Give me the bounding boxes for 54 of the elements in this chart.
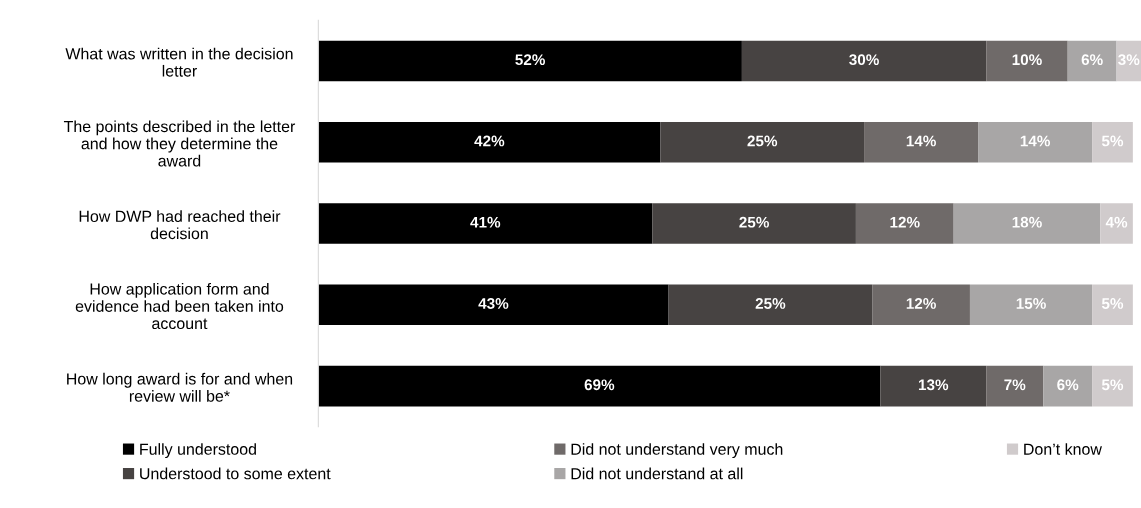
bar <box>953 203 1101 244</box>
legend-label: Did not understand at all <box>571 467 743 480</box>
data-label: 10% <box>1012 54 1042 66</box>
data-label: 15% <box>1016 298 1046 309</box>
y-tick-label: How DWP had reached their decision <box>79 210 281 240</box>
data-label: 12% <box>890 216 920 228</box>
data-label: 42% <box>474 135 505 147</box>
y-tick-label: The points described in the letter and how they determine the award <box>63 120 296 167</box>
bar <box>652 203 856 244</box>
data-label: 25% <box>747 135 778 147</box>
bar <box>1100 203 1133 244</box>
bar <box>872 284 970 326</box>
bar <box>318 203 653 244</box>
bar <box>986 40 1068 82</box>
bar <box>864 121 979 163</box>
bar <box>668 284 873 326</box>
bar <box>741 40 987 82</box>
data-label: 41% <box>470 216 501 228</box>
bar <box>1092 121 1133 163</box>
data-label: 6% <box>1057 379 1079 391</box>
bar <box>986 365 1044 407</box>
legend-label: Understood to some extent <box>140 467 331 480</box>
bar <box>318 121 661 163</box>
data-label: 12% <box>906 298 936 309</box>
data-label: 43% <box>478 298 509 309</box>
data-label: 69% <box>584 379 615 391</box>
y-tick-label: How long award is for and when review will be* <box>67 372 293 402</box>
legend-label: Did not understand very much <box>571 443 783 459</box>
data-label: 18% <box>1012 216 1042 228</box>
bar <box>1092 284 1133 326</box>
bar <box>318 365 881 407</box>
data-label: 14% <box>1020 135 1050 147</box>
bar <box>318 284 669 326</box>
data-label: 7% <box>1004 379 1026 391</box>
data-label: 25% <box>739 216 769 228</box>
bar <box>969 284 1093 326</box>
y-tick-label: How application form and evidence had been taken into account <box>75 282 284 330</box>
bar <box>855 203 954 244</box>
legend-label: Don’t know <box>1024 443 1102 455</box>
data-label: 13% <box>918 379 949 391</box>
y-tick-label: What was written in the decision letter <box>65 47 293 77</box>
data-label: 30% <box>849 54 879 66</box>
data-label: 14% <box>906 135 936 147</box>
bar <box>1092 365 1133 407</box>
bar <box>978 121 1093 163</box>
bar <box>660 121 865 163</box>
data-label: 6% <box>1081 54 1103 66</box>
bar <box>318 40 742 82</box>
legend-label: Fully understood <box>140 443 256 459</box>
data-label: 52% <box>515 54 545 66</box>
bar <box>1043 365 1093 407</box>
data-label: 25% <box>755 298 786 309</box>
bar <box>1067 40 1117 82</box>
bar <box>880 365 987 407</box>
